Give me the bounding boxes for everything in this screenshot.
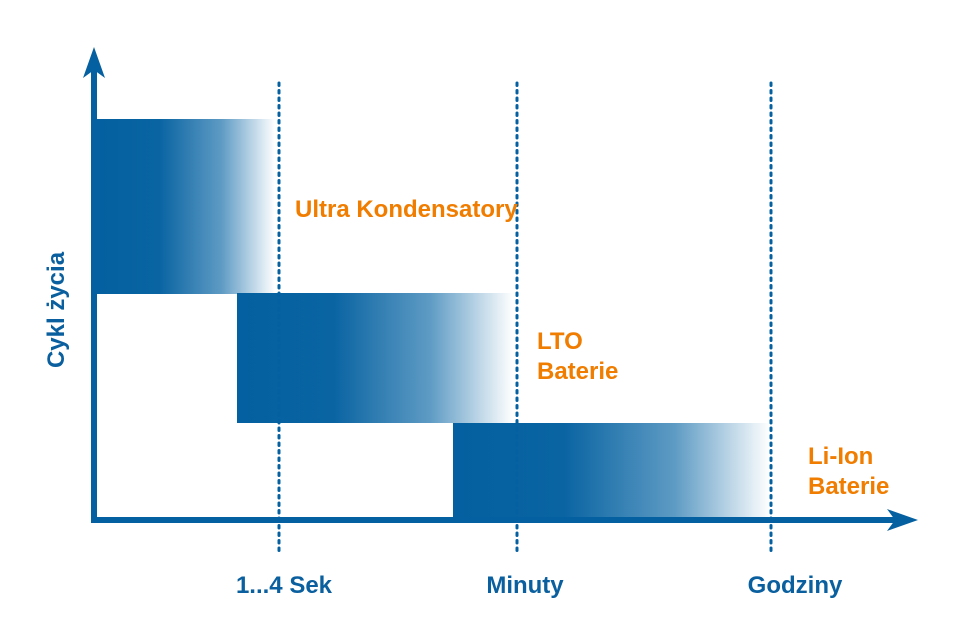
x-tick-hours: Godziny — [748, 572, 843, 599]
label-ultra-kondensatory: Ultra Kondensatory — [295, 196, 518, 223]
x-axis — [91, 517, 896, 523]
bar-ultra-kondensatory — [97, 119, 275, 294]
label-li-ion: Li-Ion — [808, 443, 873, 470]
y-axis — [91, 70, 97, 523]
label-li-ion-baterie: Baterie — [808, 473, 889, 500]
x-tick-minutes: Minuty — [486, 572, 564, 599]
bar-lto-baterie — [237, 293, 513, 423]
bar-li-ion-baterie — [453, 423, 770, 518]
label-lto: LTO — [537, 328, 583, 355]
label-lto-baterie: Baterie — [537, 358, 618, 385]
x-axis-arrow-icon — [887, 509, 918, 531]
y-axis-label: Cykl życia — [43, 251, 70, 368]
x-tick-seconds: 1...4 Sek — [236, 572, 333, 599]
y-axis-arrow-icon — [83, 47, 105, 78]
